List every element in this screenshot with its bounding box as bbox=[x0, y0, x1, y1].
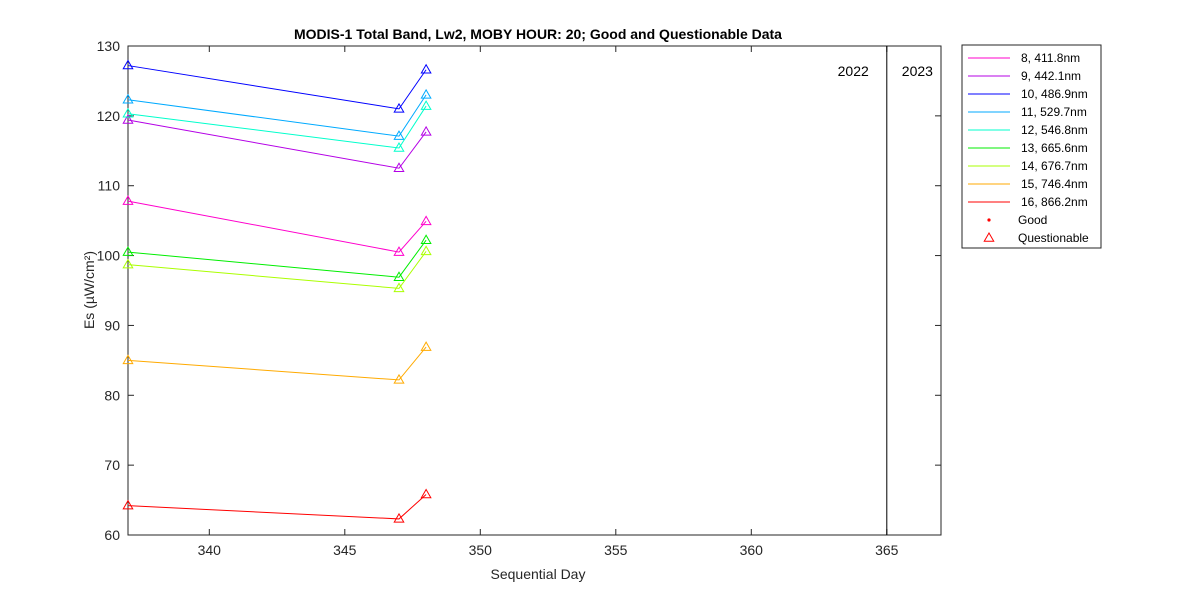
series-line bbox=[127, 494, 427, 520]
series-line bbox=[127, 65, 427, 110]
legend-entry-label: 10, 486.9nm bbox=[1021, 87, 1088, 101]
x-tick-label: 340 bbox=[198, 542, 222, 558]
legend-entry-label: 13, 665.6nm bbox=[1021, 141, 1088, 155]
data-point-questionable bbox=[393, 102, 405, 113]
data-point-questionable bbox=[393, 162, 405, 172]
data-point-questionable bbox=[122, 107, 134, 118]
data-point-questionable bbox=[122, 499, 134, 510]
series-line bbox=[127, 105, 427, 149]
data-point-questionable bbox=[420, 63, 432, 74]
legend-entry-label: Questionable bbox=[1018, 231, 1089, 245]
data-point-questionable bbox=[122, 354, 134, 365]
x-tick-label: 355 bbox=[604, 542, 628, 558]
data-point-questionable bbox=[420, 215, 432, 226]
legend-entry-label: 15, 746.4nm bbox=[1021, 177, 1088, 191]
y-tick-label: 120 bbox=[97, 108, 121, 124]
data-point-questionable bbox=[393, 130, 405, 140]
legend-entry-label: 16, 866.2nm bbox=[1021, 195, 1088, 209]
plot-area bbox=[127, 45, 942, 536]
year-label: 2022 bbox=[838, 63, 869, 79]
legend-entry-label: Good bbox=[1018, 213, 1047, 227]
series-line bbox=[127, 94, 427, 137]
y-tick-label: 60 bbox=[104, 527, 120, 543]
data-point-questionable bbox=[393, 373, 405, 384]
series-line bbox=[127, 200, 427, 253]
y-axis-label: Es (µW/cm²) bbox=[81, 251, 97, 329]
data-point-questionable bbox=[122, 93, 134, 104]
series-layer bbox=[122, 59, 432, 523]
x-tick-label: 345 bbox=[333, 542, 357, 558]
x-axis-label: Sequential Day bbox=[491, 566, 586, 582]
data-point-questionable bbox=[122, 246, 134, 256]
data-point-questionable bbox=[420, 88, 432, 99]
legend-entry-label: 12, 546.8nm bbox=[1021, 123, 1088, 137]
y-tick-label: 90 bbox=[104, 317, 120, 333]
data-point-questionable bbox=[420, 245, 432, 256]
year-divider-layer: 2022 2023 bbox=[838, 46, 933, 535]
data-point-questionable bbox=[420, 100, 432, 110]
legend: 8, 411.8nm 9, 442.1nm 10, 486.9nm 11, 529.7… bbox=[961, 44, 1102, 249]
legend-entry-label: 14, 676.7nm bbox=[1021, 159, 1088, 173]
data-point-questionable bbox=[122, 59, 134, 70]
series-line bbox=[127, 346, 427, 381]
data-point-questionable bbox=[420, 341, 432, 351]
series-line bbox=[127, 119, 427, 169]
legend-box bbox=[961, 44, 1102, 249]
legend-entry-label: 9, 442.1nm bbox=[1021, 69, 1081, 83]
data-point-questionable bbox=[393, 512, 405, 523]
data-point-questionable bbox=[393, 141, 405, 152]
y-tick-label: 70 bbox=[104, 457, 120, 473]
data-point-questionable bbox=[122, 114, 134, 124]
series-line bbox=[127, 239, 427, 278]
y-tick-label: 80 bbox=[104, 387, 120, 403]
ticks-layer: 340 345 350 355 360 365 60 70 80 90 100 110 120 130 bbox=[97, 38, 941, 558]
y-tick-label: 130 bbox=[97, 38, 121, 54]
x-tick-label: 365 bbox=[875, 542, 899, 558]
data-point-questionable bbox=[420, 488, 432, 499]
data-point-questionable bbox=[420, 125, 432, 136]
data-point-questionable bbox=[122, 258, 134, 269]
x-tick-label: 350 bbox=[469, 542, 493, 558]
legend-marker-questionable bbox=[983, 231, 995, 242]
data-point-questionable bbox=[393, 282, 405, 293]
x-tick-label: 360 bbox=[740, 542, 764, 558]
legend-marker-good bbox=[987, 218, 991, 222]
legend-entry-label: 8, 411.8nm bbox=[1021, 51, 1080, 65]
y-tick-label: 100 bbox=[97, 248, 121, 264]
data-point-questionable bbox=[122, 195, 134, 205]
data-point-questionable bbox=[393, 271, 405, 281]
legend-entry-label: 11, 529.7nm bbox=[1021, 105, 1087, 119]
y-tick-label: 110 bbox=[98, 178, 121, 194]
year-label: 2023 bbox=[902, 63, 933, 79]
data-point-questionable bbox=[420, 234, 432, 244]
series-line bbox=[127, 251, 427, 289]
data-point-questionable bbox=[393, 246, 405, 256]
chart-title: MODIS-1 Total Band, Lw2, MOBY HOUR: 20; … bbox=[294, 26, 782, 42]
